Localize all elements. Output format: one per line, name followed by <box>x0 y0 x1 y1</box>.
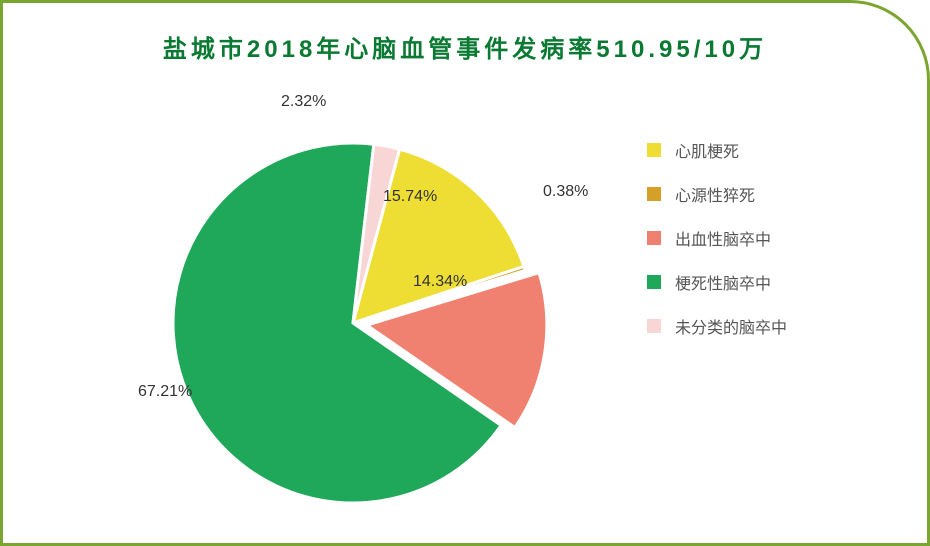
chart-frame: 盐城市2018年心脑血管事件发病率510.95/10万 15.74%0.38%1… <box>0 0 930 546</box>
legend-swatch <box>647 275 661 289</box>
legend-item: 未分类的脑卒中 <box>647 314 847 338</box>
pie-slice-label: 15.74% <box>383 188 437 206</box>
legend-label: 出血性脑卒中 <box>675 226 771 250</box>
pie-slice-label: 14.34% <box>413 273 467 291</box>
legend-label: 未分类的脑卒中 <box>675 314 787 338</box>
pie-chart: 15.74% 0.38% 14.34% 67.21% 2.32% <box>63 73 623 523</box>
legend-label: 梗死性脑卒中 <box>675 270 771 294</box>
legend-item: 出血性脑卒中 <box>647 226 847 250</box>
legend-swatch <box>647 231 661 245</box>
legend-swatch <box>647 319 661 333</box>
legend: 心肌梗死心源性猝死出血性脑卒中梗死性脑卒中未分类的脑卒中 <box>647 138 847 358</box>
legend-label: 心源性猝死 <box>675 182 755 206</box>
pie-slice-label: 67.21% <box>138 383 192 401</box>
legend-swatch <box>647 187 661 201</box>
legend-item: 心源性猝死 <box>647 182 847 206</box>
legend-item: 心肌梗死 <box>647 138 847 162</box>
pie-svg <box>63 73 623 523</box>
legend-label: 心肌梗死 <box>675 138 739 162</box>
pie-slice-label: 2.32% <box>281 93 326 111</box>
pie-slice-label: 0.38% <box>543 183 588 201</box>
legend-swatch <box>647 143 661 157</box>
legend-item: 梗死性脑卒中 <box>647 270 847 294</box>
chart-title: 盐城市2018年心脑血管事件发病率510.95/10万 <box>3 29 927 64</box>
